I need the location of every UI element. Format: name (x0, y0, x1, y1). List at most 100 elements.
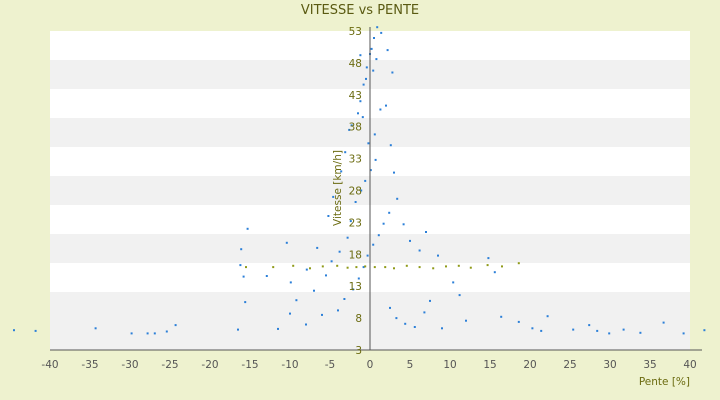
data-point (350, 124, 353, 127)
data-point (418, 249, 421, 252)
data-point (458, 294, 461, 297)
average-point (517, 262, 520, 265)
average-point (272, 266, 275, 269)
y-tick-label: 33 (349, 154, 362, 166)
average-point (336, 264, 339, 267)
average-point (445, 265, 447, 268)
data-point (349, 220, 352, 223)
data-point (338, 250, 341, 253)
average-point (292, 264, 295, 267)
data-point (289, 312, 291, 315)
data-point (423, 311, 426, 314)
data-point (404, 322, 407, 325)
data-point (246, 227, 249, 230)
data-point (379, 108, 382, 111)
data-point (360, 189, 363, 192)
x-tick-label: 0 (367, 359, 374, 371)
data-point (389, 306, 391, 309)
x-tick-label: -10 (281, 359, 298, 371)
y-tick-label: 13 (349, 281, 362, 293)
y-tick-label: 23 (349, 217, 362, 229)
data-point (517, 320, 520, 323)
data-point (487, 257, 490, 260)
data-point (540, 329, 543, 332)
data-point (376, 26, 379, 29)
data-point (337, 309, 339, 312)
data-point (369, 169, 372, 172)
data-point (391, 71, 394, 74)
average-point (393, 267, 395, 270)
data-point (344, 151, 347, 154)
data-point (305, 268, 308, 271)
data-point (370, 47, 373, 50)
data-point (380, 31, 383, 34)
data-point (146, 332, 149, 335)
data-point (388, 211, 391, 214)
average-point (346, 266, 349, 269)
x-tick-label: -30 (121, 359, 138, 371)
data-point (165, 330, 168, 333)
data-point (357, 277, 360, 280)
data-point (340, 170, 343, 173)
data-point (373, 133, 376, 136)
data-point (265, 275, 268, 277)
data-point (465, 319, 467, 322)
data-point (239, 264, 242, 267)
data-point (531, 327, 534, 330)
data-point (500, 315, 503, 318)
data-point (682, 332, 685, 335)
data-point (13, 329, 15, 332)
x-tick-label: 20 (523, 359, 536, 371)
data-point (375, 58, 378, 61)
data-point (295, 299, 298, 302)
data-point (373, 37, 375, 39)
average-point (321, 265, 324, 268)
data-point (359, 100, 362, 103)
data-point (662, 321, 665, 324)
x-tick-label: 30 (603, 359, 616, 371)
axes (50, 27, 702, 351)
average-point (355, 266, 358, 269)
x-tick-label: 15 (483, 359, 496, 371)
data-point (153, 332, 156, 335)
data-point (425, 231, 427, 233)
data-point (327, 215, 330, 217)
data-point (321, 313, 323, 316)
x-tick-labels: -40 -35 -30 -25 -20 -15 -10 -5 0 5 10 15 20 25 30 35 40 (41, 359, 696, 371)
data-point (285, 241, 288, 244)
data-point (382, 222, 385, 225)
average-point (418, 266, 421, 269)
x-tick-label: 5 (407, 359, 414, 371)
data-point (703, 329, 706, 332)
x-tick-label: -5 (325, 359, 335, 371)
data-point (316, 246, 319, 249)
data-point (374, 158, 377, 161)
y-tick-label: 8 (355, 313, 362, 325)
data-point (362, 266, 365, 269)
x-tick-label: 25 (563, 359, 576, 371)
average-point (373, 266, 376, 269)
data-point (367, 142, 370, 145)
data-point (639, 331, 642, 334)
data-point (242, 275, 245, 278)
average-point (364, 265, 367, 268)
data-point (244, 301, 247, 304)
data-point (277, 327, 279, 330)
data-point (366, 254, 369, 257)
data-point (386, 49, 389, 52)
data-point (359, 54, 362, 57)
average-point (405, 264, 408, 267)
x-tick-label: -15 (241, 359, 258, 371)
data-point (372, 243, 375, 246)
data-point (437, 254, 439, 257)
average-point (309, 267, 311, 270)
data-point (377, 234, 380, 237)
data-point (348, 128, 351, 131)
y-tick-label: 43 (349, 90, 362, 102)
average-point (457, 264, 460, 267)
data-point (393, 171, 395, 174)
data-point (596, 329, 599, 332)
data-point (546, 315, 549, 318)
